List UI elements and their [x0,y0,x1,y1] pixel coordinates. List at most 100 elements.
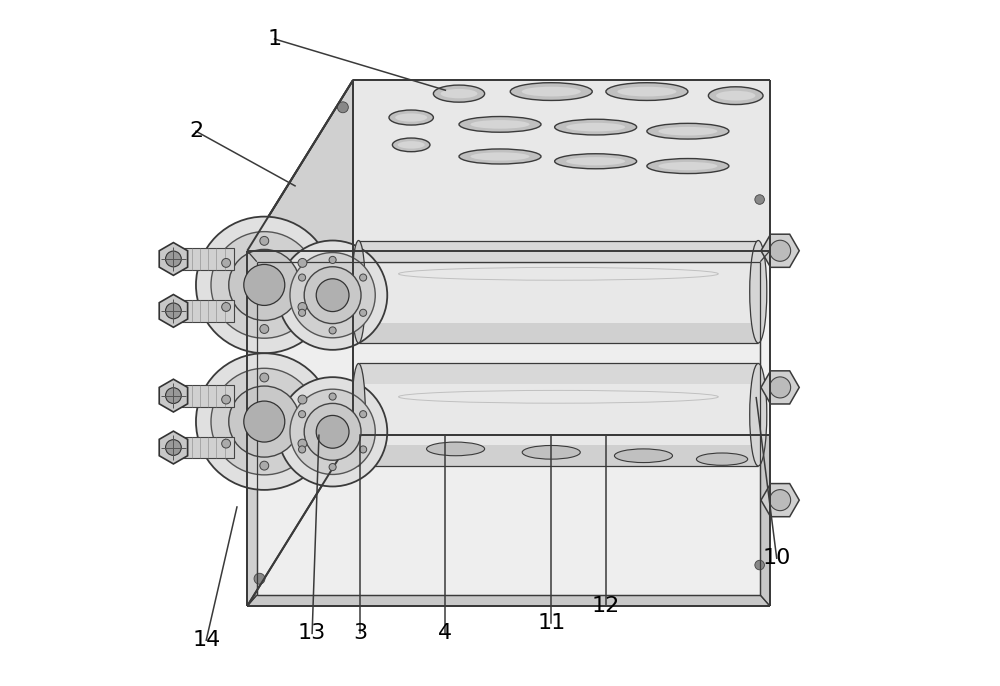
Circle shape [211,368,318,475]
Circle shape [244,401,285,442]
Circle shape [290,389,375,475]
Circle shape [298,259,307,268]
Circle shape [260,237,269,246]
Circle shape [755,437,764,447]
Text: 2: 2 [189,121,203,141]
Circle shape [290,252,375,338]
Bar [359,364,758,384]
Ellipse shape [459,117,541,132]
Circle shape [329,393,336,400]
Circle shape [360,274,367,281]
Circle shape [196,353,333,490]
Ellipse shape [696,453,748,465]
Ellipse shape [555,154,637,169]
Circle shape [222,259,231,268]
Circle shape [166,251,181,267]
Text: 12: 12 [592,596,620,616]
Ellipse shape [555,119,637,135]
Circle shape [222,303,231,311]
Circle shape [329,464,336,471]
Circle shape [337,416,348,427]
Text: 13: 13 [298,624,326,643]
Text: 1: 1 [267,29,282,49]
Bar [172,385,234,407]
Ellipse shape [750,364,767,466]
Circle shape [316,416,349,448]
Ellipse shape [441,89,477,98]
Circle shape [299,446,306,453]
Text: 14: 14 [192,630,220,650]
Circle shape [337,269,348,280]
Circle shape [260,373,269,382]
Circle shape [254,259,265,270]
Ellipse shape [522,86,581,97]
Circle shape [299,309,306,316]
Circle shape [316,279,349,311]
Circle shape [304,403,361,460]
Polygon shape [247,435,770,606]
Circle shape [260,324,269,333]
Circle shape [337,102,348,113]
Ellipse shape [606,83,688,100]
Polygon shape [247,251,770,606]
Bar [172,300,234,322]
Polygon shape [159,294,188,327]
Ellipse shape [658,127,717,136]
Circle shape [755,560,764,570]
Circle shape [166,303,181,319]
Circle shape [770,490,791,510]
Polygon shape [247,80,353,606]
Circle shape [298,439,307,448]
Circle shape [222,439,231,448]
Ellipse shape [395,113,427,121]
Polygon shape [159,379,188,412]
Circle shape [360,411,367,418]
Ellipse shape [352,241,365,343]
Ellipse shape [427,442,485,456]
Ellipse shape [647,158,729,174]
Circle shape [299,411,306,418]
Circle shape [254,573,265,584]
Ellipse shape [647,123,729,139]
Ellipse shape [470,120,530,129]
Circle shape [196,217,333,353]
Ellipse shape [614,449,673,462]
Circle shape [329,257,336,263]
Ellipse shape [566,123,625,132]
Circle shape [278,241,387,350]
Bar [359,322,758,343]
Circle shape [211,232,318,338]
Ellipse shape [708,87,763,104]
Polygon shape [257,261,760,595]
Circle shape [298,303,307,311]
Bar [359,241,758,343]
Ellipse shape [470,152,530,161]
Polygon shape [761,371,799,404]
Circle shape [755,300,764,310]
Circle shape [254,406,265,417]
Bar [359,241,758,261]
Circle shape [229,386,300,457]
Circle shape [770,240,791,261]
Ellipse shape [433,85,485,102]
Bar [172,436,234,458]
Text: 4: 4 [438,624,452,643]
Circle shape [166,440,181,456]
Circle shape [278,377,387,486]
Circle shape [360,309,367,316]
Ellipse shape [750,241,767,343]
Ellipse shape [522,445,580,459]
Circle shape [329,327,336,334]
Bar [359,445,758,466]
Circle shape [298,395,307,404]
Ellipse shape [566,157,625,165]
Circle shape [755,195,764,204]
Polygon shape [159,243,188,275]
Ellipse shape [658,162,717,170]
Circle shape [299,274,306,281]
Polygon shape [761,484,799,517]
Ellipse shape [716,91,755,101]
Ellipse shape [398,141,425,149]
Text: 10: 10 [763,548,791,568]
Circle shape [304,267,361,324]
